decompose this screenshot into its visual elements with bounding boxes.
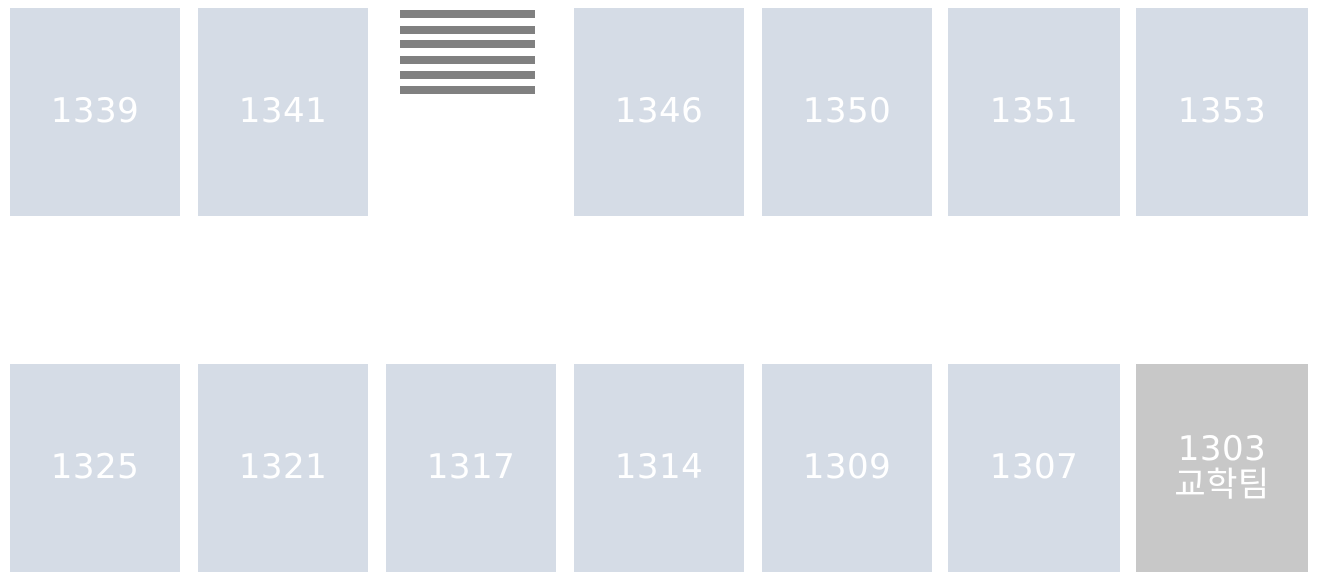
room-label: 1317 [426, 447, 516, 488]
stairs-stripe [400, 10, 535, 18]
room-1317[interactable]: 1317 [386, 364, 556, 572]
room-label: 1321 [238, 447, 328, 488]
room-label: 1309 [802, 447, 892, 488]
room-label: 1325 [50, 447, 140, 488]
room-1346[interactable]: 1346 [574, 8, 744, 216]
room-1321[interactable]: 1321 [198, 364, 368, 572]
stairs-icon [400, 10, 535, 96]
room-label: 1346 [614, 91, 704, 132]
room-label: 1303 [1177, 429, 1267, 470]
stairs-stripe [400, 56, 535, 64]
room-label: 1353 [1177, 91, 1267, 132]
room-1325[interactable]: 1325 [10, 364, 180, 572]
room-label: 1339 [50, 91, 140, 132]
stairs-stripe [400, 26, 535, 34]
room-1314[interactable]: 1314 [574, 364, 744, 572]
room-1353[interactable]: 1353 [1136, 8, 1308, 216]
stairs-stripe [400, 86, 535, 94]
room-label: 1351 [989, 91, 1079, 132]
room-1307[interactable]: 1307 [948, 364, 1120, 572]
room-1303[interactable]: 1303 교학팀 [1136, 364, 1308, 572]
stairs-stripe [400, 71, 535, 79]
room-label: 1341 [238, 91, 328, 132]
room-label: 1314 [614, 447, 704, 488]
room-1351[interactable]: 1351 [948, 8, 1120, 216]
room-label: 1350 [802, 91, 892, 132]
room-1341[interactable]: 1341 [198, 8, 368, 216]
room-1339[interactable]: 1339 [10, 8, 180, 216]
room-1309[interactable]: 1309 [762, 364, 932, 572]
stairs-stripe [400, 40, 535, 48]
room-sublabel: 교학팀 [1174, 465, 1270, 505]
room-1350[interactable]: 1350 [762, 8, 932, 216]
room-label: 1307 [989, 447, 1079, 488]
